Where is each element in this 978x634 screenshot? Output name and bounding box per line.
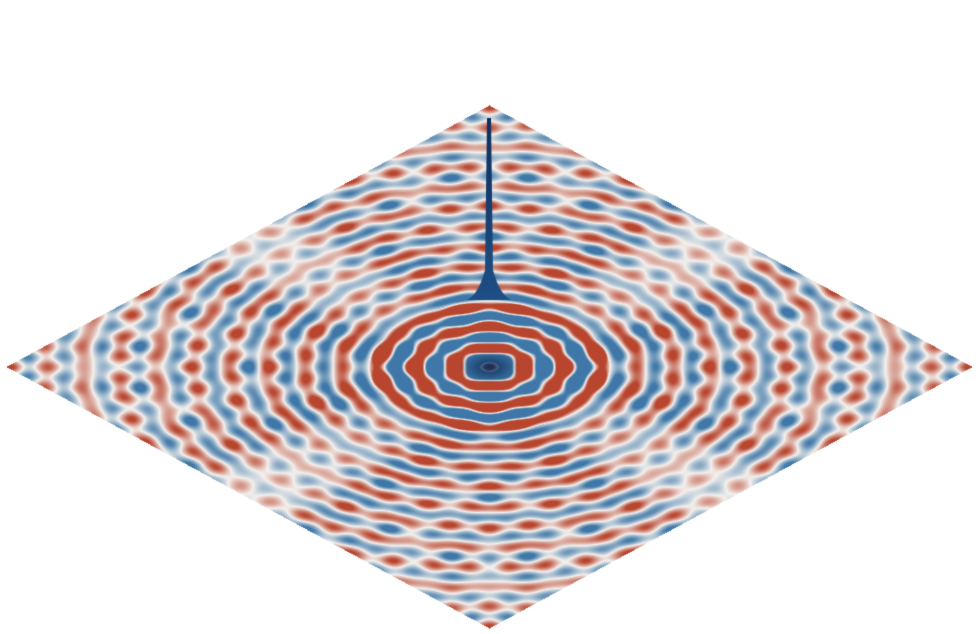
wave-surface-render [0, 0, 978, 634]
wave-surface-scene [0, 0, 978, 634]
